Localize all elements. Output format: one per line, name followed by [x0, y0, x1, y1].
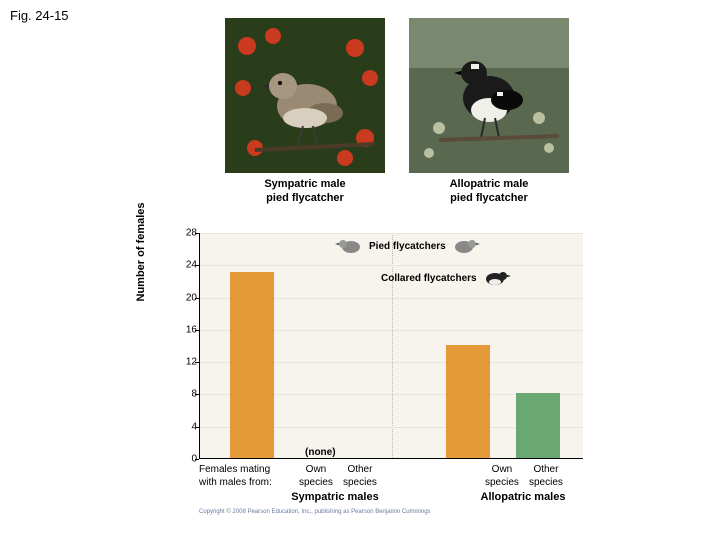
y-axis-label: Number of females: [135, 202, 147, 301]
group-sympatric: Sympatric males: [265, 491, 405, 503]
x-caption-lead: Females mating with males from:: [199, 463, 272, 489]
x-cat-own-2: Own species: [485, 463, 519, 489]
y-tick-label: 12: [177, 357, 197, 368]
figure-label: Fig. 24-15: [10, 8, 69, 23]
caption-sympatric: Sympatric male pied flycatcher: [225, 178, 385, 206]
y-tick-label: 24: [177, 260, 197, 271]
y-tick-label: 16: [177, 324, 197, 335]
legend-collared-label: Collared flycatchers: [381, 273, 477, 284]
y-tick-label: 4: [177, 421, 197, 432]
photo-sympatric: [225, 18, 385, 173]
y-tick-label: 8: [177, 389, 197, 400]
x-cat-other-2: Other species: [529, 463, 563, 489]
bird-icon-left: [335, 237, 365, 255]
plot-area: [199, 233, 583, 459]
photo-allopatric: [409, 18, 569, 173]
none-annotation: (none): [305, 447, 336, 458]
legend-pied-label: Pied flycatchers: [369, 241, 446, 252]
bird-photo-left: [225, 18, 385, 173]
legend-pied: Pied flycatchers: [335, 237, 480, 255]
bar: [230, 272, 274, 458]
caption-allopatric: Allopatric male pied flycatcher: [409, 178, 569, 206]
bird-photo-right: [409, 18, 569, 173]
legend-collared: Collared flycatchers: [381, 269, 511, 287]
gridline: [200, 233, 583, 234]
copyright: Copyright © 2008 Pearson Education, Inc.…: [199, 509, 431, 515]
bird-icon-collared: [481, 269, 511, 287]
group-allopatric: Allopatric males: [453, 491, 593, 503]
bar: [446, 345, 490, 458]
y-tick-label: 20: [177, 292, 197, 303]
photo-row: [225, 18, 569, 173]
bar: [516, 393, 560, 458]
y-tick-label: 28: [177, 228, 197, 239]
bird-icon-right: [450, 237, 480, 255]
chart: Number of females Pied flycatchers Colla…: [155, 233, 595, 505]
group-separator: [392, 233, 393, 458]
gridline: [200, 265, 583, 266]
y-tick-label: 0: [177, 454, 197, 465]
x-cat-other-1: Other species: [343, 463, 377, 489]
x-cat-own-1: Own species: [299, 463, 333, 489]
